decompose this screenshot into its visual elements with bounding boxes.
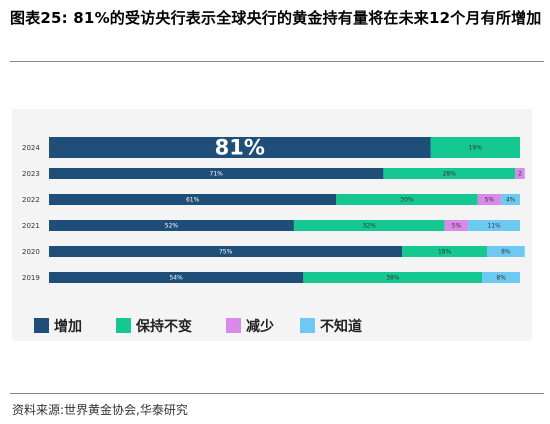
- data-label-2021-series-0: 52%: [165, 223, 179, 230]
- data-label-2022-series-2: 5%: [485, 197, 495, 204]
- y-tick-label-2020: 2020: [22, 248, 40, 256]
- bar-2019-series-3: [482, 272, 520, 283]
- legend-label-1: 保持不变: [135, 318, 192, 335]
- bar-2020-series-3: [487, 246, 525, 257]
- data-label-2022-series-1: 30%: [400, 197, 414, 204]
- legend-label-3: 不知道: [320, 318, 362, 335]
- data-label-2019-series-3: 8%: [496, 275, 506, 282]
- bar-2022-series-0: [49, 194, 337, 205]
- data-label-2023-series-1: 28%: [443, 171, 457, 178]
- legend-swatch-3: [300, 318, 315, 333]
- bar-2023-series-1: [383, 168, 516, 179]
- y-tick-label-2019: 2019: [22, 274, 40, 282]
- bar-2021-series-2: [444, 220, 469, 231]
- chart-title: 图表25: 81%的受访央行表示全球央行的黄金持有量将在未来12个月有所增加: [10, 9, 542, 27]
- bar-2019-series-1: [303, 272, 483, 283]
- data-label-2022-series-0: 61%: [186, 197, 200, 204]
- data-label-2020-series-1: 18%: [438, 249, 452, 256]
- data-label-2021-series-2: 5%: [452, 223, 462, 230]
- bar-2021-series-3: [468, 220, 520, 231]
- bar-2020-series-1: [402, 246, 488, 257]
- y-tick-label-2024: 2024: [22, 144, 40, 152]
- bar-2022-series-3: [501, 194, 520, 205]
- data-label-2021-series-3: 11%: [487, 223, 501, 230]
- data-label-2023-series-0: 71%: [210, 171, 224, 178]
- data-label-2020-series-3: 8%: [501, 249, 511, 256]
- bar-2019-series-0: [49, 272, 304, 283]
- bar-2022-series-1: [336, 194, 478, 205]
- bar-2020-series-0: [49, 246, 403, 257]
- bar-2023-series-0: [49, 168, 384, 179]
- data-label-2020-series-0: 75%: [219, 249, 233, 256]
- legend-label-0: 增加: [54, 318, 82, 335]
- legend-label-2: 减少: [246, 318, 274, 335]
- data-label-2019-series-0: 54%: [169, 275, 183, 282]
- y-tick-label-2022: 2022: [22, 196, 40, 204]
- data-label-2022-series-3: 4%: [506, 197, 516, 204]
- legend-swatch-1: [116, 318, 131, 333]
- data-label-2024-series-1: 19%: [469, 145, 483, 152]
- data-label-2021-series-1: 32%: [363, 223, 377, 230]
- data-label-2024-series-0: 81%: [215, 136, 265, 160]
- bar-2024-series-0: [49, 137, 431, 158]
- bar-2023-series-2: [515, 168, 525, 179]
- legend-swatch-2: [226, 318, 241, 333]
- bar-2021-series-1: [293, 220, 445, 231]
- bar-2024-series-1: [430, 137, 520, 158]
- footer-divider: [10, 393, 544, 394]
- title-divider: [10, 61, 544, 62]
- source-note: 资料来源:世界黄金协会,华泰研究: [12, 403, 188, 417]
- data-label-2019-series-1: 38%: [386, 275, 400, 282]
- bar-2022-series-2: [477, 194, 502, 205]
- y-tick-label-2023: 2023: [22, 170, 40, 178]
- legend-swatch-0: [34, 318, 49, 333]
- bar-2021-series-0: [49, 220, 294, 231]
- data-label-2023-series-2: 2: [518, 171, 522, 178]
- y-tick-label-2021: 2021: [22, 222, 40, 230]
